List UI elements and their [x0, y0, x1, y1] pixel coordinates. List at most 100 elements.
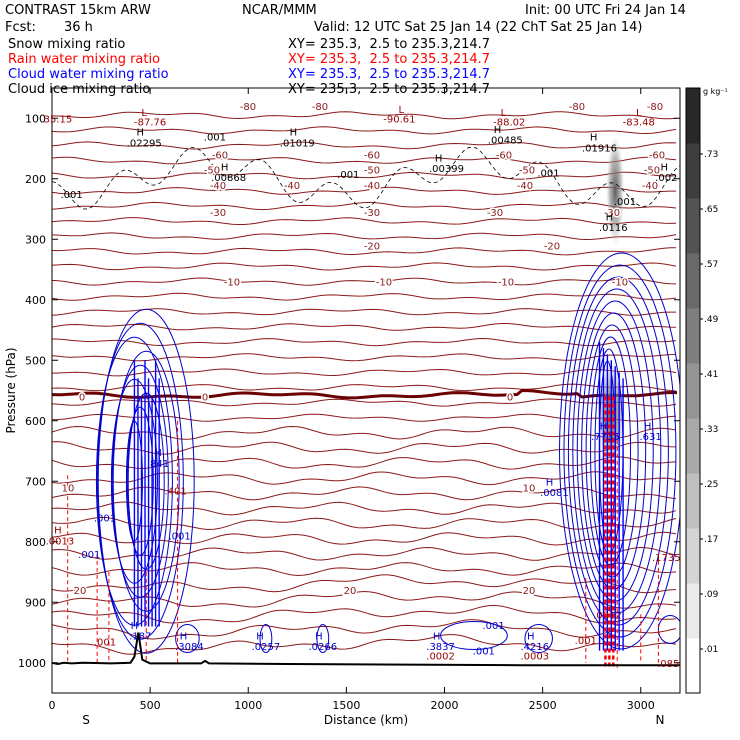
contour-value-label: -88.02 [493, 117, 525, 128]
isotherm-label: -10 [224, 278, 240, 289]
isotherm-label: -20 [544, 241, 560, 252]
isotherm-label: -20 [364, 241, 380, 252]
field-name-cloud-ice: Cloud ice mixing ratio [8, 82, 151, 97]
cloud-water-contour [572, 288, 662, 614]
isotherm-label: -50 [644, 166, 660, 177]
y-tick-label: 200 [25, 173, 46, 186]
isotherm-label: 10 [62, 483, 75, 494]
contour-value-label: H [644, 422, 652, 433]
center-title: NCAR/MMM [242, 3, 317, 18]
x-tick-label: 1500 [332, 699, 360, 712]
isotherm-label: -40 [642, 181, 658, 192]
cloud-water-contour [126, 406, 154, 556]
contour-value-label: .0266 [308, 642, 337, 653]
isotherm-line [52, 126, 677, 135]
cloud-water-contour [175, 624, 200, 654]
isotherm-label: -10 [376, 278, 392, 289]
isotherm-label: -10 [612, 278, 628, 289]
isotherm-line [52, 308, 676, 316]
contour-value-label: .631 [639, 432, 661, 443]
colorbar-segment [686, 88, 700, 144]
colorbar-tick-label: .01 [704, 645, 718, 655]
colorbar-frame [685, 87, 701, 694]
direction-label-south: S [82, 713, 90, 727]
isotherm-line [52, 337, 677, 347]
contour-value-label: .0012 [593, 610, 622, 621]
y-tick-label: 600 [25, 415, 46, 428]
isotherm-line [52, 232, 677, 241]
contour-value-label: H [137, 128, 145, 139]
contour-value-label: L [636, 108, 642, 119]
isotherm-line [52, 262, 677, 271]
contour-value-label: H [290, 128, 298, 139]
isotherm-label: -40 [517, 181, 533, 192]
contour-value-label: L [399, 105, 405, 116]
terrain-line [52, 632, 680, 667]
field-name-snow: Snow mixing ratio [8, 37, 126, 52]
contour-value-label: .001 [614, 197, 636, 208]
cloud-water-contour [259, 624, 273, 654]
y-axis-label: Pressure (hPa) [4, 347, 18, 433]
cloud-water-contour [567, 276, 669, 626]
contour-value-label: L [141, 108, 147, 119]
isotherm-label: -50 [519, 166, 535, 177]
cloud-water-contour [524, 624, 553, 654]
cloud-water-contour [563, 264, 677, 638]
contour-value-label: .001 [168, 532, 190, 543]
isotherm-label: -40 [210, 181, 226, 192]
plot-frame [51, 87, 681, 694]
contour-value-label: .1735 [652, 553, 681, 564]
field-xy-cloud-ice: XY= 235.3, 2.5 to 235.3,214.7 [288, 82, 491, 97]
isotherm-label: -50 [204, 166, 220, 177]
colorbar-unit-label: g kg⁻¹ [703, 87, 728, 96]
contour-value-label: .001 [537, 169, 559, 180]
contour-value-label: H [154, 448, 162, 459]
colorbar-segment [686, 308, 700, 364]
isotherm-label: -30 [364, 208, 380, 219]
isotherm-line [52, 217, 677, 225]
isotherm-label: -10 [498, 278, 514, 289]
isotherm-label: -30 [210, 208, 226, 219]
colorbar-tick-label: .17 [704, 535, 718, 545]
contour-value-label: .0002 [426, 652, 455, 663]
isotherm-label: 20 [344, 586, 357, 597]
y-tick-label: 100 [25, 112, 46, 125]
contour-value-label: -87.76 [134, 117, 166, 128]
contour-value-label: .3837 [426, 642, 455, 653]
contour-value-label: H [131, 621, 139, 632]
isotherm-label: -80 [569, 102, 585, 113]
isotherm-label: -80 [240, 102, 256, 113]
isotherm-line [52, 111, 677, 120]
isotherm-label: -60 [364, 151, 380, 162]
contour-value-label: H [661, 163, 669, 174]
contour-value-label: H [433, 632, 441, 643]
contour-value-label: .001 [473, 647, 495, 658]
contour-value-label: .001 [78, 550, 100, 561]
y-tick-label: 1000 [18, 657, 46, 670]
contour-value-label: .002 [655, 173, 677, 184]
cloud-water-contour [559, 252, 680, 650]
colorbar-segment [686, 198, 700, 254]
cloud-water-contour [585, 324, 639, 578]
isotherm-line [52, 292, 677, 301]
isotherm-line [52, 156, 677, 165]
valid-time: Valid: 12 UTC Sat 25 Jan 14 (22 ChT Sat … [314, 20, 643, 35]
x-tick-label: 2500 [529, 699, 557, 712]
init-time: Init: 00 UTC Fri 24 Jan 14 [525, 3, 686, 18]
isotherm-label: -60 [212, 151, 228, 162]
colorbar-segment [686, 363, 700, 419]
contour-value-label: H [256, 632, 264, 643]
contour-value-label: .001 [575, 636, 597, 647]
contour-value-label: .0081 [540, 488, 569, 499]
cloud-water-contour [316, 624, 330, 654]
contour-value-label: H [494, 125, 502, 136]
contour-value-label: L [501, 108, 507, 119]
cloud-water-contour [97, 308, 195, 654]
colorbar-tick-label: .49 [704, 315, 719, 325]
colorbar-segment [686, 583, 700, 639]
isotherm-label: -30 [604, 208, 620, 219]
x-tick-label: 500 [140, 699, 161, 712]
colorbar-segment [686, 473, 700, 529]
field-name-rain: Rain water mixing ratio [8, 52, 161, 67]
